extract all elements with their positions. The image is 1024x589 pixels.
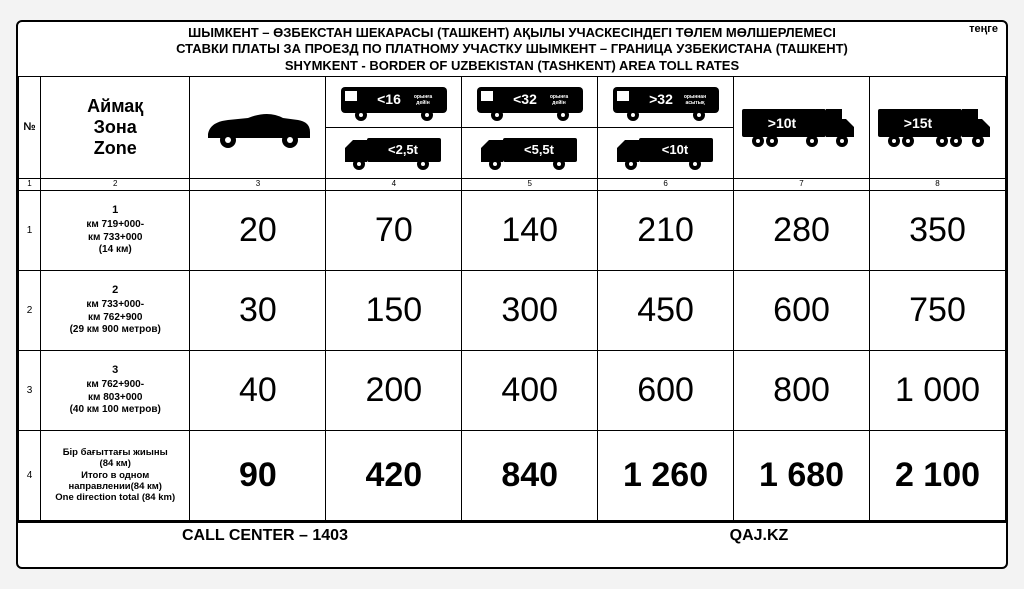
vehicle-bus16-truck25-header: <16 орынға дейін <2,5t	[326, 76, 462, 178]
price-cell: 420	[326, 430, 462, 520]
svg-text:<2,5t: <2,5t	[388, 142, 419, 157]
price-cell: 2 100	[870, 430, 1006, 520]
svg-text:<10t: <10t	[661, 142, 688, 157]
semi-truck-icon: >15t	[874, 101, 1002, 153]
price-cell: 200	[326, 350, 462, 430]
row-number: 4	[19, 430, 41, 520]
total-desc: Бір бағыттағы жиыны (84 км) Итого в одно…	[40, 430, 190, 520]
price-cell: 30	[190, 270, 326, 350]
truck-icon: <10t	[611, 132, 721, 174]
price-cell: 600	[598, 350, 734, 430]
price-cell: 350	[870, 190, 1006, 270]
price-cell: 20	[190, 190, 326, 270]
zone-label: Zone	[41, 138, 190, 159]
table-row: 3 3 км 762+900- км 803+000 (40 км 100 ме…	[19, 350, 1006, 430]
truck-icon: <5,5t	[475, 132, 585, 174]
board-title: ШЫМКЕНТ – ӨЗБЕКСТАН ШЕКАРАСЫ (ТАШКЕНТ) А…	[18, 22, 1006, 76]
col-number-header: №	[19, 76, 41, 178]
row-number: 1	[19, 190, 41, 270]
vehicle-bus32-truck55-header: <32 орынға дейін <5,5t	[462, 76, 598, 178]
title-line: СТАВКИ ПЛАТЫ ЗА ПРОЕЗД ПО ПЛАТНОМУ УЧАСТ…	[22, 41, 1002, 57]
col-num: 5	[462, 178, 598, 190]
zone-desc: 2 км 733+000- км 762+900 (29 км 900 метр…	[40, 270, 190, 350]
footer: CALL CENTER – 1403 QAJ.KZ	[18, 521, 1006, 549]
currency-label: теңге	[969, 23, 998, 35]
price-cell: 70	[326, 190, 462, 270]
price-cell: 1 000	[870, 350, 1006, 430]
svg-text:>15t: >15t	[903, 115, 932, 131]
price-cell: 300	[462, 270, 598, 350]
price-cell: 400	[462, 350, 598, 430]
price-cell: 210	[598, 190, 734, 270]
col-num: 1	[19, 178, 41, 190]
vehicle-truck10p-header: >10t	[734, 76, 870, 178]
price-cell: 1 680	[734, 430, 870, 520]
svg-text:<16: <16	[377, 91, 401, 107]
price-cell: 750	[870, 270, 1006, 350]
vehicle-car-header	[190, 76, 326, 178]
semi-truck-icon: >10t	[738, 101, 866, 153]
col-num: 7	[734, 178, 870, 190]
svg-text:дейін: дейін	[552, 99, 565, 106]
col-num: 8	[870, 178, 1006, 190]
col-num: 4	[326, 178, 462, 190]
vehicle-truck15p-header: >15t	[870, 76, 1006, 178]
bus-icon: <16 орынға дейін	[335, 81, 453, 123]
zone-label: Зона	[41, 117, 190, 138]
svg-text:дейін: дейін	[416, 99, 429, 106]
svg-text:асытық: асытық	[685, 100, 705, 106]
svg-text:<5,5t: <5,5t	[524, 142, 555, 157]
toll-table: № Аймақ Зона Zone	[18, 76, 1006, 521]
svg-text:>10t: >10t	[767, 115, 796, 131]
truck-icon: <2,5t	[339, 132, 449, 174]
table-row: 2 2 км 733+000- км 762+900 (29 км 900 ме…	[19, 270, 1006, 350]
title-line: ШЫМКЕНТ – ӨЗБЕКСТАН ШЕКАРАСЫ (ТАШКЕНТ) А…	[22, 25, 1002, 41]
website: QAJ.KZ	[512, 523, 1006, 549]
table-row: 1 1 км 719+000- км 733+000 (14 км) 20 70…	[19, 190, 1006, 270]
col-num: 6	[598, 178, 734, 190]
svg-text:<32: <32	[513, 91, 537, 107]
bus-icon: <32 орынға дейін	[471, 81, 589, 123]
price-cell: 90	[190, 430, 326, 520]
bus-icon: >32 орыннан асытық	[607, 81, 725, 123]
row-number: 3	[19, 350, 41, 430]
price-cell: 800	[734, 350, 870, 430]
row-number: 2	[19, 270, 41, 350]
price-cell: 840	[462, 430, 598, 520]
total-row: 4 Бір бағыттағы жиыны (84 км) Итого в од…	[19, 430, 1006, 520]
price-cell: 140	[462, 190, 598, 270]
svg-text:>32: >32	[649, 91, 673, 107]
zone-label: Аймақ	[41, 96, 190, 117]
price-cell: 600	[734, 270, 870, 350]
price-cell: 450	[598, 270, 734, 350]
price-cell: 280	[734, 190, 870, 270]
price-cell: 40	[190, 350, 326, 430]
col-num: 3	[190, 178, 326, 190]
toll-rate-board: теңге ШЫМКЕНТ – ӨЗБЕКСТАН ШЕКАРАСЫ (ТАШК…	[16, 20, 1008, 569]
col-num: 2	[40, 178, 190, 190]
car-icon	[198, 102, 318, 152]
title-line: SHYMKENT - BORDER OF UZBEKISTAN (TASHKEN…	[22, 58, 1002, 74]
zone-desc: 1 км 719+000- км 733+000 (14 км)	[40, 190, 190, 270]
price-cell: 1 260	[598, 430, 734, 520]
zone-desc: 3 км 762+900- км 803+000 (40 км 100 метр…	[40, 350, 190, 430]
vehicle-bus32p-truck10-header: >32 орыннан асытық <10t	[598, 76, 734, 178]
zone-header: Аймақ Зона Zone	[40, 76, 190, 178]
price-cell: 150	[326, 270, 462, 350]
call-center: CALL CENTER – 1403	[18, 523, 512, 549]
